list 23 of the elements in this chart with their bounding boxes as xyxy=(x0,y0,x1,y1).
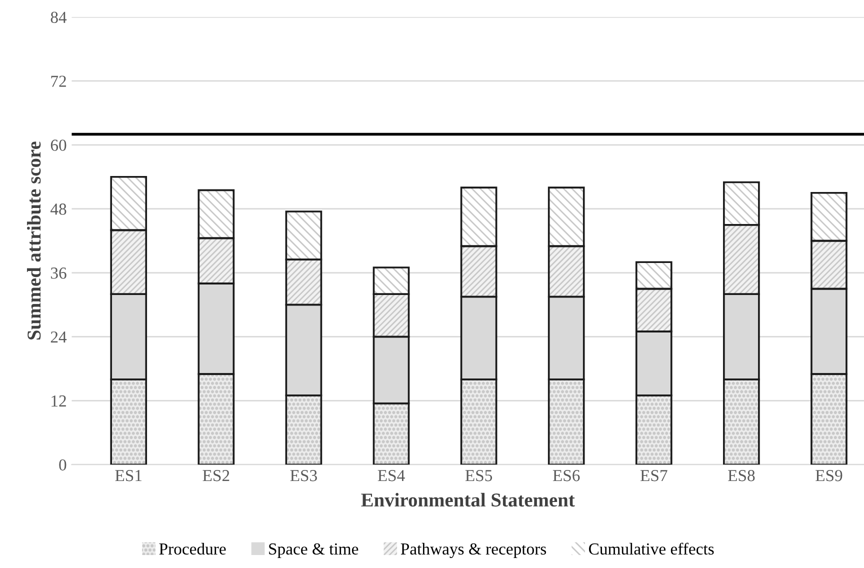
y-tick-label: 0 xyxy=(59,459,66,471)
x-tick-label: ES3 xyxy=(290,470,317,482)
y-axis-title: Summed attribute score xyxy=(26,142,41,340)
y-tick-label: 24 xyxy=(50,331,67,343)
legend-label: Procedure xyxy=(159,542,226,555)
y-tick-label: 72 xyxy=(51,76,66,87)
x-tick-label: ES5 xyxy=(465,470,492,482)
x-tick-label: ES6 xyxy=(552,470,580,482)
x-tick-label: ES2 xyxy=(202,470,230,482)
x-tick-label: ES4 xyxy=(378,470,405,482)
y-tick-label: 48 xyxy=(50,204,66,215)
x-axis-title: Environmental Statement xyxy=(361,492,575,507)
x-tick-label: ES1 xyxy=(115,470,142,482)
x-tick-label: ES8 xyxy=(728,470,755,482)
legend-label: Space & time xyxy=(269,543,358,558)
y-tick-label: 60 xyxy=(50,140,66,151)
x-tick-label: ES9 xyxy=(816,470,842,482)
legend-label: Cumulative effects xyxy=(589,542,714,555)
y-tick-label: 12 xyxy=(52,395,66,406)
legend-label: Pathways & receptors xyxy=(400,542,546,558)
y-tick-label: 36 xyxy=(50,268,66,279)
y-tick-label: 84 xyxy=(50,12,67,23)
x-tick-label: ES7 xyxy=(640,470,668,482)
